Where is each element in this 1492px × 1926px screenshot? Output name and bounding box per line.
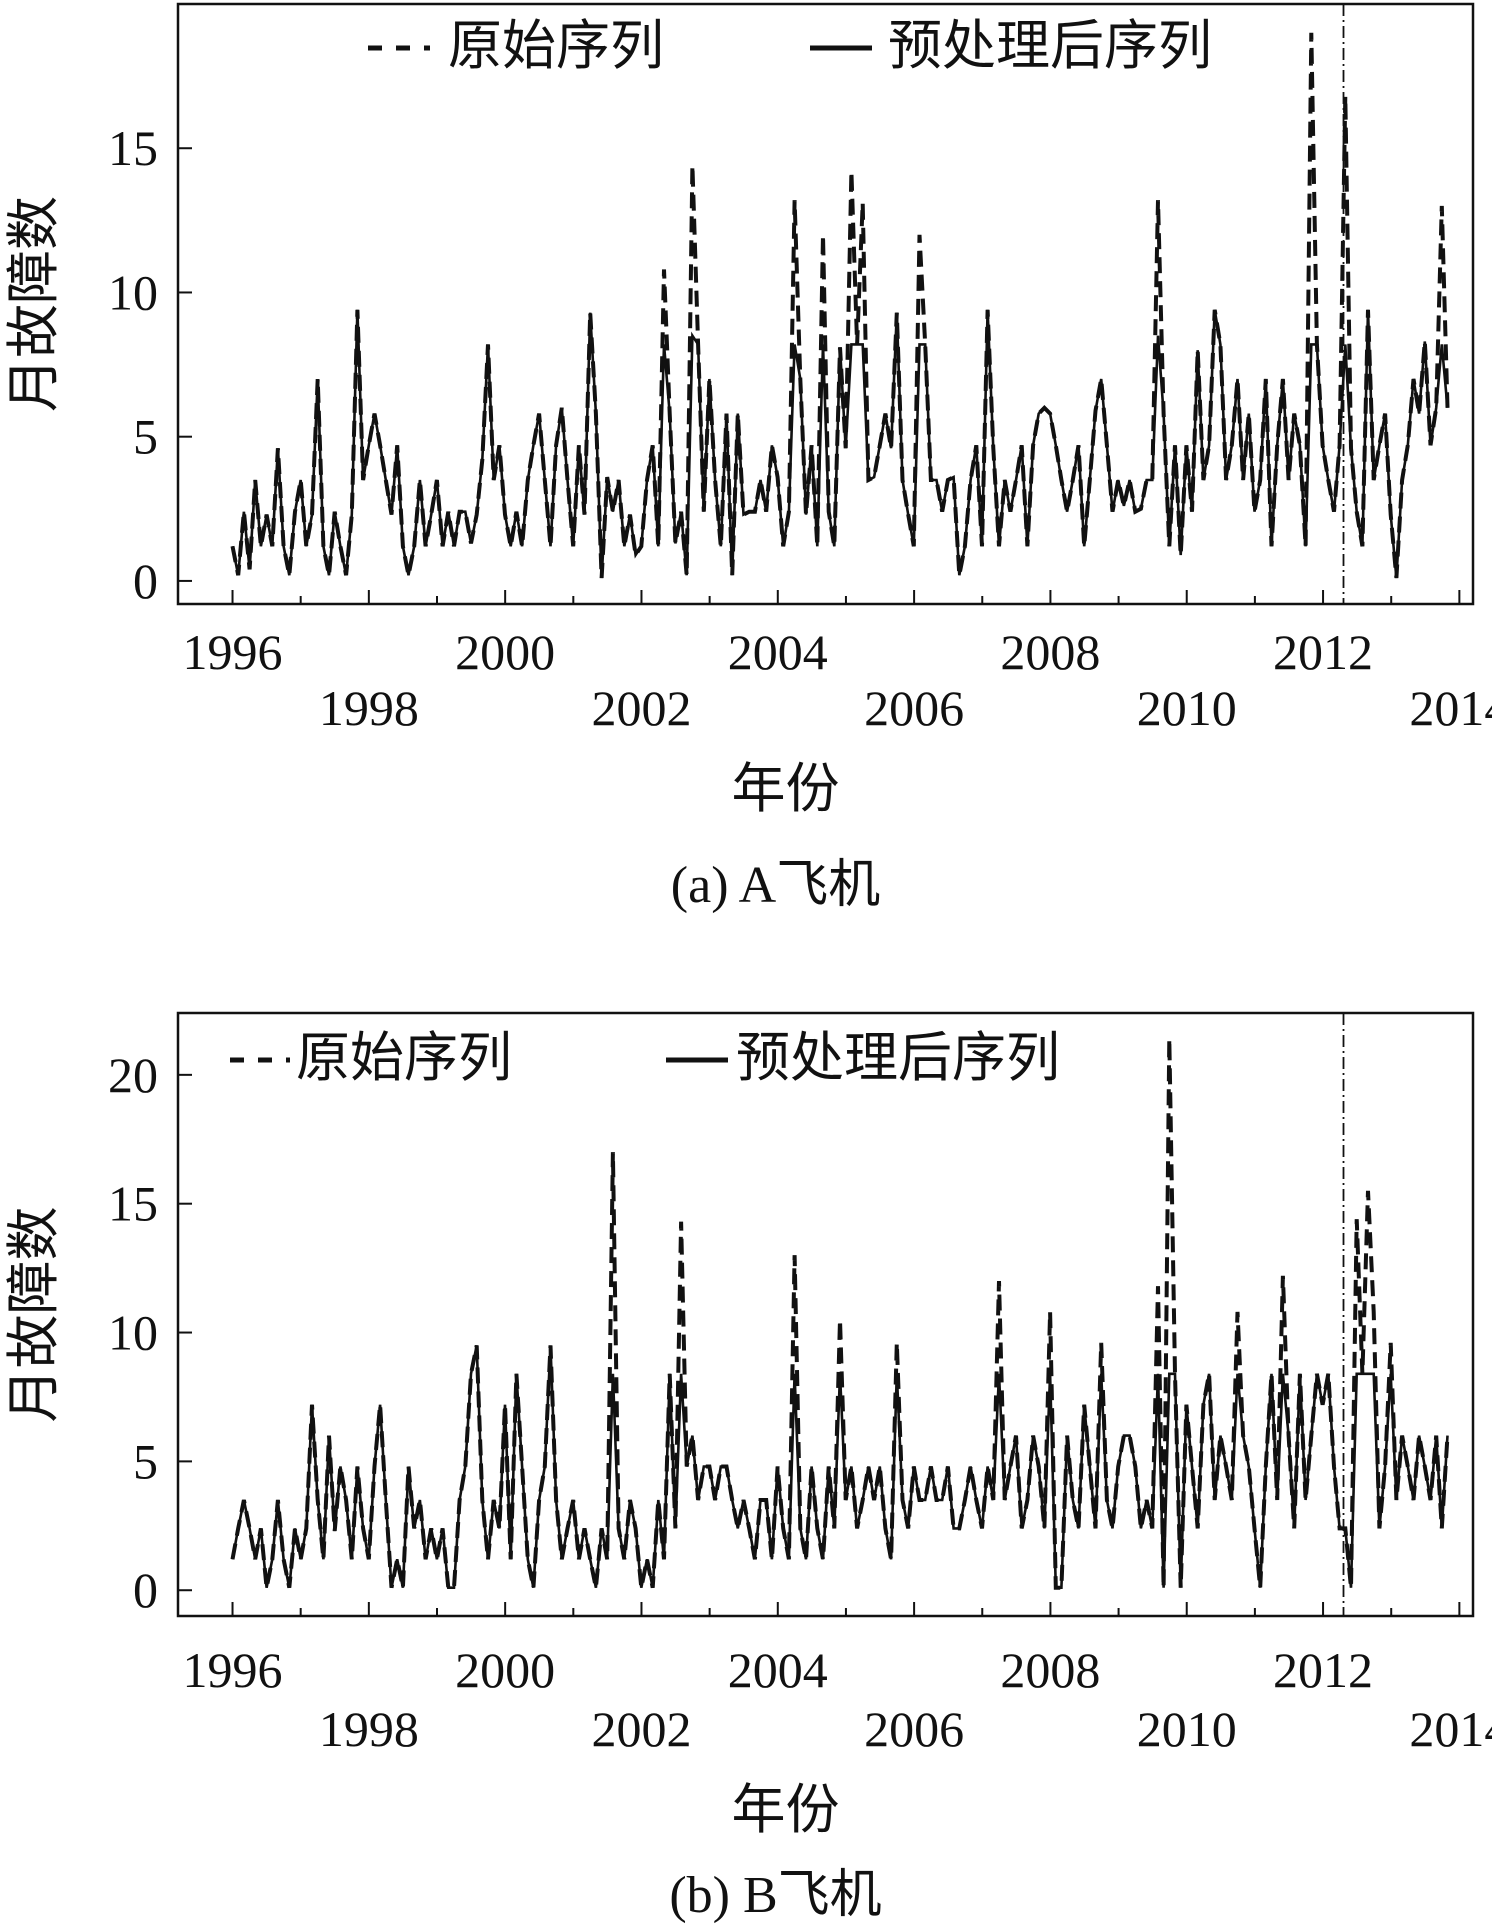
- legend-label-processed-a: 预处理后序列: [888, 16, 1212, 76]
- legend-b: 原始序列 预处理后序列: [230, 1028, 1060, 1088]
- x-tick-label-2002-a: 2002: [591, 680, 691, 736]
- plot-frame-a: [176, 2, 1475, 606]
- y-axis-label-b: 月故障数: [4, 1207, 64, 1423]
- chart-panel-b: 1996200020042008201219982002200620102014…: [4, 1011, 1492, 1924]
- series-line-processed-a: [231, 309, 1449, 579]
- x-tick-label-2010-a: 2010: [1137, 680, 1237, 736]
- series-line-processed-b: [231, 1345, 1449, 1589]
- plot-frame-b: [176, 1011, 1475, 1618]
- x-tick-label-1998-a: 1998: [319, 680, 419, 736]
- x-tick-label-2010-b: 2010: [1137, 1701, 1237, 1757]
- caption-a: (a) A飞机: [671, 857, 880, 914]
- x-tick-label-2006-b: 2006: [864, 1701, 964, 1757]
- y-tick-label-5-b: 5: [133, 1433, 158, 1489]
- y-tick-label-0-a: 0: [133, 553, 158, 609]
- x-tick-label-2002-b: 2002: [591, 1701, 691, 1757]
- series-layer-a: [230, 32, 1450, 579]
- x-tick-label-2012-b: 2012: [1273, 1642, 1373, 1698]
- x-tick-label-1996-b: 1996: [183, 1642, 283, 1698]
- caption-b: (b) B飞机: [669, 1867, 881, 1924]
- x-tick-label-2008-a: 2008: [1000, 624, 1100, 680]
- legend-label-raw-b: 原始序列: [296, 1028, 512, 1088]
- chart-panel-a: 1996 2000 2004 2008 2012 1998 2002 2006 2010 2014…: [4, 2, 1492, 914]
- y-tick-label-20-b: 20: [108, 1047, 158, 1103]
- x-tick-label-2004-b: 2004: [728, 1642, 828, 1698]
- x-tick-label-1996-a: 1996: [183, 624, 283, 680]
- legend-a: 原始序列 预处理后序列: [368, 16, 1212, 76]
- y-axis-label-a: 月故障数: [4, 196, 64, 412]
- y-tick-label-10-b: 10: [108, 1305, 158, 1361]
- x-tick-label-2012-a: 2012: [1273, 624, 1373, 680]
- x-tick-label-2006-a: 2006: [864, 680, 964, 736]
- x-tick-label-2014-b: 2014: [1409, 1701, 1492, 1757]
- y-tick-label-10-a: 10: [108, 264, 158, 320]
- x-axis-label-b: 年份: [732, 1780, 840, 1840]
- x-tick-label-2000-b: 2000: [455, 1642, 555, 1698]
- x-tick-label-2004-a: 2004: [728, 624, 828, 680]
- x-tick-label-2014-a: 2014: [1409, 680, 1492, 736]
- y-tick-label-15-b: 15: [108, 1176, 158, 1232]
- x-tick-label-2008-b: 2008: [1000, 1642, 1100, 1698]
- y-tick-label-0-b: 0: [133, 1562, 158, 1618]
- y-tick-label-15-a: 15: [108, 120, 158, 176]
- series-layer-b: [230, 1038, 1450, 1590]
- x-axis-label-a: 年份: [732, 759, 840, 819]
- y-tick-label-5-a: 5: [133, 409, 158, 465]
- x-tick-label-1998-b: 1998: [319, 1701, 419, 1757]
- tick-layer-b: 1996200020042008201219982002200620102014…: [108, 1047, 1492, 1757]
- legend-label-raw-a: 原始序列: [448, 16, 664, 76]
- x-tick-label-2000-a: 2000: [455, 624, 555, 680]
- legend-label-processed-b: 预处理后序列: [736, 1028, 1060, 1088]
- tick-layer-a: 1996 2000 2004 2008 2012 1998 2002 2006 2010 2014…: [108, 120, 1492, 736]
